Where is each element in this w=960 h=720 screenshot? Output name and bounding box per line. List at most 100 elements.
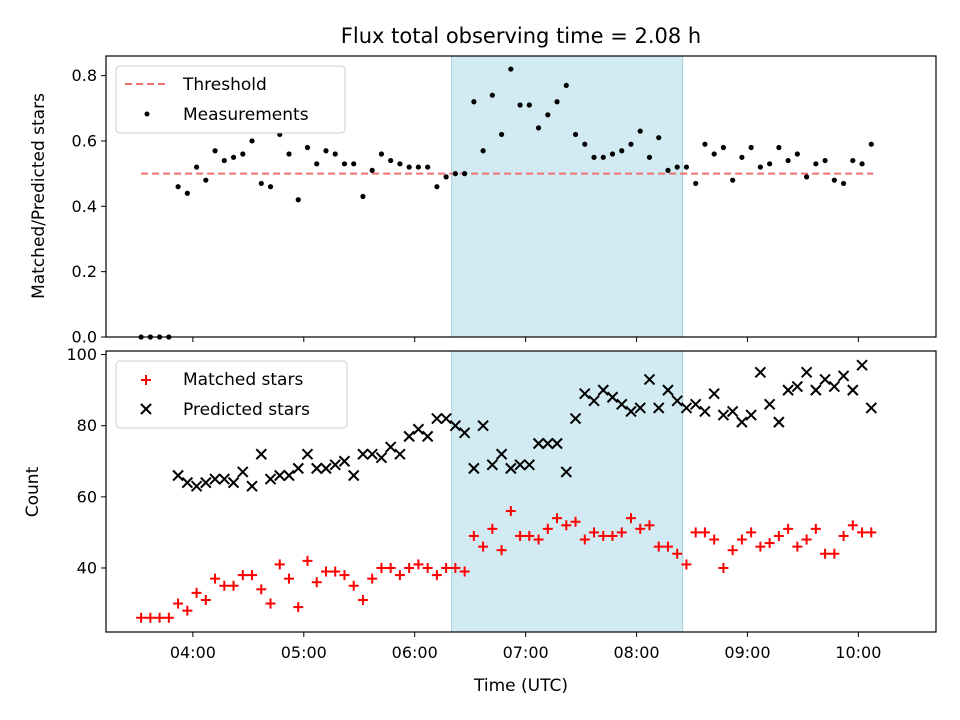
matched-star-point — [589, 527, 600, 538]
matched-star-point — [413, 559, 424, 570]
matched-star-point — [681, 559, 692, 570]
legend-predicted-label: Predicted stars — [183, 400, 310, 420]
predicted-star-point — [810, 384, 822, 396]
predicted-star-point — [579, 387, 591, 400]
matched-star-point — [422, 562, 433, 573]
matched-star-point — [330, 566, 341, 577]
top-legend: Threshold Measurements — [115, 65, 346, 134]
predicted-star-point — [495, 448, 508, 460]
predicted-star-point — [449, 419, 462, 432]
measurement-point — [452, 171, 458, 177]
matched-star-point — [385, 562, 396, 573]
predicted-star-point — [643, 373, 656, 386]
top-y-tick-label: 0.6 — [72, 131, 97, 150]
measurement-point — [868, 141, 874, 147]
measurement-point — [739, 154, 745, 160]
matched-star-point — [561, 520, 572, 531]
measurement-point — [415, 164, 422, 170]
bottom-y-tick-label: 100 — [66, 345, 97, 364]
matched-star-point — [736, 534, 747, 545]
top-y-tick-label: 0.8 — [72, 66, 97, 85]
predicted-star-point — [320, 462, 332, 475]
bottom-y-tick-label: 40 — [77, 558, 97, 577]
matched-star-point — [847, 520, 858, 531]
predicted-star-point — [366, 448, 378, 460]
legend-measurements-label: Measurements — [183, 105, 309, 125]
predicted-star-point — [856, 359, 868, 371]
predicted-star-point — [403, 430, 415, 443]
x-tick-label: 05:00 — [281, 643, 327, 662]
predicted-star-point — [782, 384, 794, 396]
matched-star-point — [552, 513, 563, 524]
matched-star-point — [237, 570, 248, 581]
predicted-star-point — [800, 366, 813, 379]
predicted-star-point — [181, 476, 194, 489]
matched-star-point — [515, 530, 526, 541]
legend-plus-mark — [141, 375, 151, 385]
measurement-point — [619, 148, 625, 154]
matched-star-point — [256, 584, 267, 595]
matched-star-point — [163, 612, 174, 623]
bottom-panel: 40 60 80 100 04:00 05:00 06:00 07:00 08:00 09:00… — [23, 345, 937, 696]
measurement-point — [175, 184, 181, 190]
measurement-point — [535, 125, 542, 131]
matched-star-point — [857, 527, 868, 538]
measurement-point — [425, 164, 431, 170]
measurement-point — [498, 131, 505, 138]
matched-star-point — [598, 530, 609, 541]
predicted-star-point — [477, 419, 489, 432]
matched-star-point — [690, 527, 701, 538]
matched-star-point — [810, 523, 821, 534]
matched-star-point — [829, 548, 840, 559]
matched-star-point — [320, 566, 331, 577]
measurement-point — [471, 99, 477, 105]
measurement-point — [443, 174, 449, 180]
matched-star-point — [200, 594, 211, 605]
matched-star-point — [792, 541, 803, 552]
measurement-point — [526, 102, 532, 108]
measurement-point — [804, 174, 810, 180]
matched-star-point — [376, 562, 387, 573]
measurement-point — [563, 82, 569, 89]
predicted-star-point — [689, 398, 702, 411]
highlight-span — [451, 55, 684, 338]
matched-star-point — [468, 530, 479, 541]
measurement-point — [286, 151, 292, 157]
matched-star-point — [173, 598, 184, 609]
predicted-star-point — [560, 466, 572, 478]
predicted-star-point — [523, 459, 536, 471]
predicted-star-point — [440, 412, 452, 425]
predicted-star-point — [773, 416, 785, 428]
measurement-point — [646, 154, 653, 160]
matched-star-point — [431, 570, 442, 581]
highlight-span — [451, 350, 684, 633]
measurement-point — [397, 161, 403, 167]
predicted-star-point — [200, 476, 212, 489]
matched-star-point — [394, 570, 405, 581]
matched-star-point — [635, 523, 646, 534]
measurement-point — [314, 161, 320, 167]
predicted-star-point — [680, 402, 693, 414]
matched-star-point — [505, 506, 516, 517]
predicted-star-point — [717, 409, 730, 421]
predicted-star-point — [375, 452, 388, 464]
bottom-y-tick-label: 80 — [77, 416, 97, 435]
measurement-point — [249, 138, 255, 144]
matched-star-point — [302, 555, 313, 566]
matched-star-point — [524, 530, 535, 541]
predicted-star-point — [726, 405, 739, 418]
matched-star-point — [210, 573, 221, 584]
top-axes-frame — [105, 55, 937, 338]
measurement-point — [720, 144, 727, 151]
predicted-star-point — [542, 437, 554, 450]
measurement-point — [240, 151, 246, 157]
matched-star-point — [616, 527, 627, 538]
predicted-star-point — [532, 437, 545, 450]
measurement-point — [840, 180, 847, 187]
matched-star-point — [672, 548, 683, 559]
matched-star-point — [709, 534, 720, 545]
measurement-point — [591, 154, 597, 160]
matched-star-point — [662, 541, 673, 552]
measurement-point — [212, 148, 218, 154]
measurement-point — [378, 151, 385, 157]
